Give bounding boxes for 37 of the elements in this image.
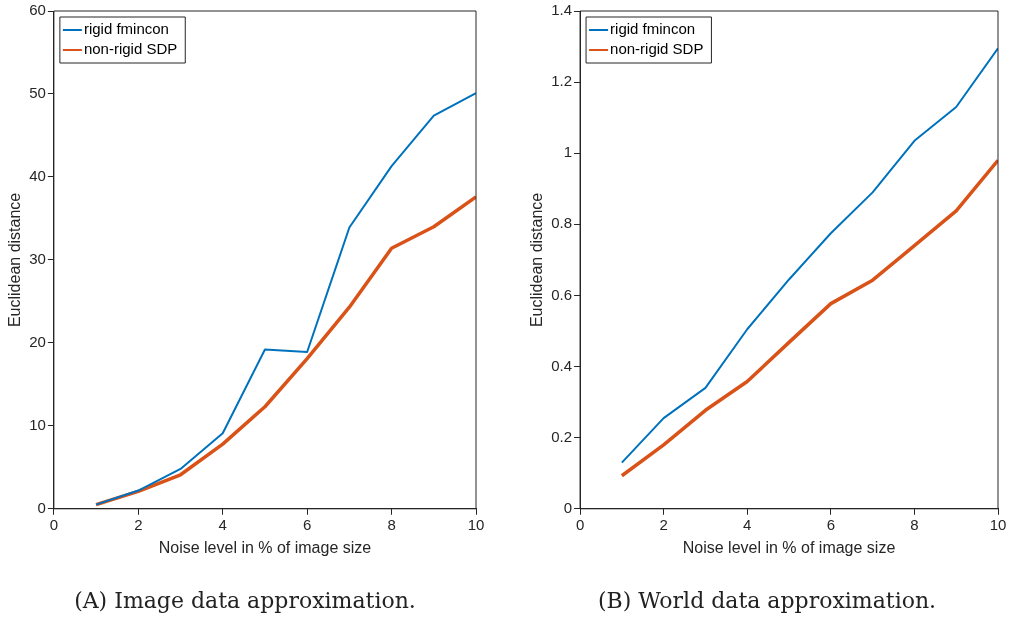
legend-label: rigid fmincon: [610, 20, 696, 38]
y-tick-label: 0: [37, 498, 46, 516]
y-tick-label: 50: [29, 84, 46, 102]
y-axis-title: Euclidean distance: [6, 192, 24, 328]
y-tick-label: 1: [563, 143, 573, 161]
y-axis-title: Euclidean distance: [528, 192, 546, 328]
y-tick-label: 30: [29, 250, 46, 268]
x-tick-label: 10: [989, 515, 1007, 533]
legend-label: non-rigid SDP: [610, 40, 704, 58]
y-tick-label: 0.8: [551, 214, 573, 232]
text: (A) Image data approximation.: [73, 588, 417, 613]
x-tick-label: 2: [659, 515, 668, 533]
x-tick-label: 0: [575, 515, 585, 533]
x-tick-label: 6: [826, 515, 835, 533]
y-tick-label: 10: [29, 415, 46, 433]
y-tick-label: 0.6: [551, 285, 573, 303]
x-tick-label: 6: [302, 515, 312, 533]
y-tick-label: 0.4: [551, 356, 573, 374]
x-tick-label: 10: [467, 515, 485, 533]
y-tick-label: 0: [563, 498, 573, 516]
text: (B) World data approximation.: [596, 588, 938, 613]
x-tick-label: 4: [743, 515, 752, 533]
y-tick-label: 1.2: [551, 72, 573, 90]
y-tick-label: 0.2: [551, 427, 573, 445]
x-axis-title: Noise level in % of image size: [158, 538, 372, 556]
y-tick-label: 40: [29, 167, 46, 185]
legend-label: rigid fmincon: [83, 20, 169, 38]
y-tick-label: 20: [29, 333, 46, 351]
x-tick-label: 8: [910, 515, 919, 533]
legend-label: non-rigid SDP: [83, 40, 178, 58]
y-tick-label: 1.4: [551, 1, 573, 19]
x-tick-label: 8: [387, 515, 396, 533]
x-tick-label: 4: [218, 515, 227, 533]
x-tick-label: 0: [49, 515, 59, 533]
x-axis-title: Noise level in % of image size: [682, 538, 896, 556]
y-tick-label: 60: [29, 1, 46, 19]
x-tick-label: 2: [134, 515, 143, 533]
